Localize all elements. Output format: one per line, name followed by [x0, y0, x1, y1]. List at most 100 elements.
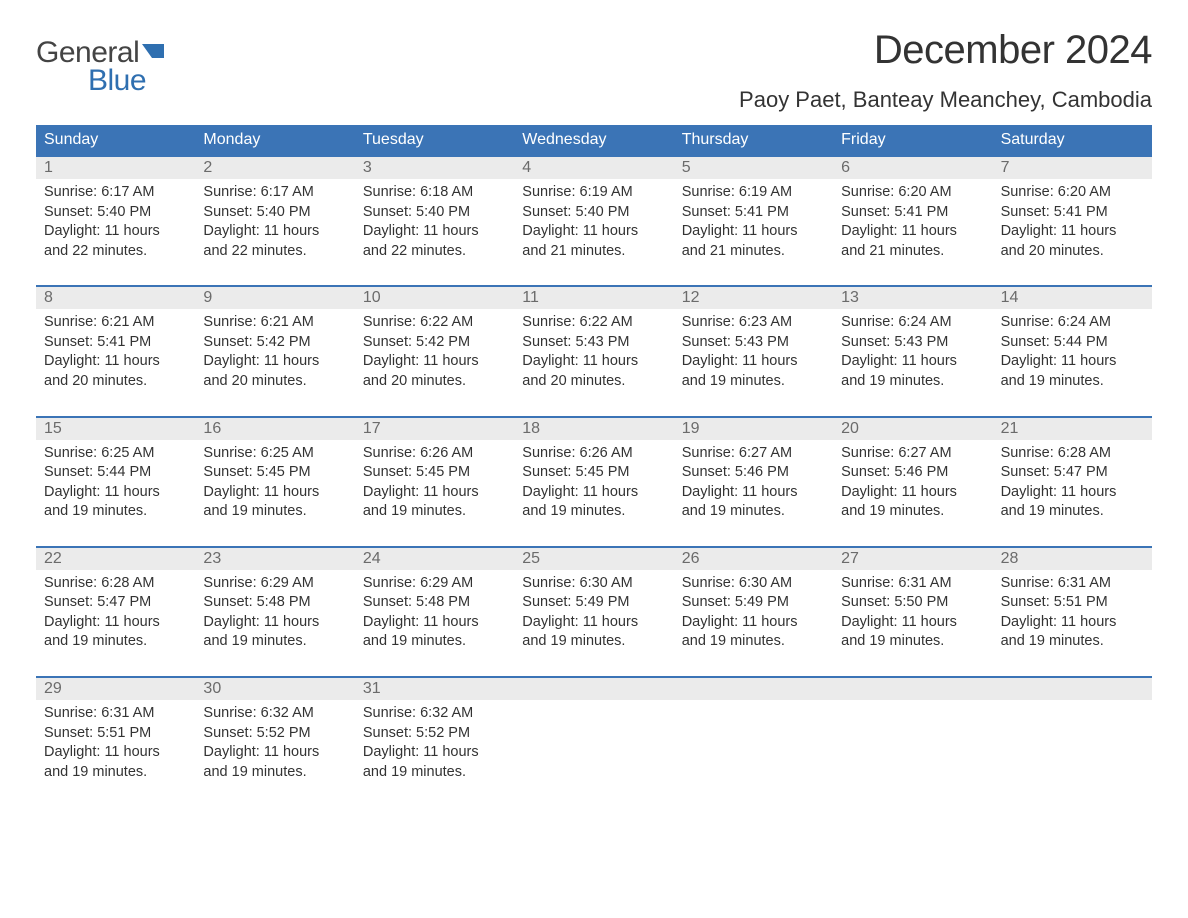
date-number: 15: [36, 418, 195, 440]
sunrise-line: Sunrise: 6:17 AM: [203, 183, 346, 203]
sunset-line: Sunset: 5:40 PM: [363, 203, 506, 223]
date-number: 31: [355, 678, 514, 700]
sunset-line: Sunset: 5:49 PM: [522, 593, 665, 613]
daylight-line-2: and 19 minutes.: [682, 372, 825, 392]
date-number: 18: [514, 418, 673, 440]
date-number: 1: [36, 157, 195, 179]
day-cell: Sunrise: 6:29 AMSunset: 5:48 PMDaylight:…: [195, 570, 354, 658]
sunset-line: Sunset: 5:42 PM: [363, 333, 506, 353]
day-cell: [674, 700, 833, 788]
daylight-line-1: Daylight: 11 hours: [841, 483, 984, 503]
header: General Blue December 2024 Paoy Paet, Ba…: [36, 28, 1152, 121]
sunset-line: Sunset: 5:47 PM: [44, 593, 187, 613]
month-title: December 2024: [739, 28, 1152, 73]
daylight-line-2: and 19 minutes.: [841, 632, 984, 652]
day-header-cell: Friday: [833, 125, 992, 155]
date-number: 14: [993, 287, 1152, 309]
sunset-line: Sunset: 5:52 PM: [363, 724, 506, 744]
date-number: 6: [833, 157, 992, 179]
content-row: Sunrise: 6:17 AMSunset: 5:40 PMDaylight:…: [36, 179, 1152, 267]
day-cell: Sunrise: 6:28 AMSunset: 5:47 PMDaylight:…: [36, 570, 195, 658]
daylight-line-1: Daylight: 11 hours: [203, 222, 346, 242]
date-number: 11: [514, 287, 673, 309]
sunrise-line: Sunrise: 6:32 AM: [203, 704, 346, 724]
sunrise-line: Sunrise: 6:26 AM: [522, 444, 665, 464]
daylight-line-2: and 19 minutes.: [1001, 372, 1144, 392]
date-number: 2: [195, 157, 354, 179]
sunset-line: Sunset: 5:40 PM: [522, 203, 665, 223]
daylight-line-2: and 19 minutes.: [841, 502, 984, 522]
daylight-line-2: and 22 minutes.: [203, 242, 346, 262]
daylight-line-2: and 19 minutes.: [363, 502, 506, 522]
day-cell: Sunrise: 6:32 AMSunset: 5:52 PMDaylight:…: [355, 700, 514, 788]
daylight-line-1: Daylight: 11 hours: [1001, 222, 1144, 242]
sunset-line: Sunset: 5:41 PM: [682, 203, 825, 223]
daylight-line-1: Daylight: 11 hours: [363, 352, 506, 372]
day-cell: Sunrise: 6:17 AMSunset: 5:40 PMDaylight:…: [36, 179, 195, 267]
day-cell: Sunrise: 6:22 AMSunset: 5:43 PMDaylight:…: [514, 309, 673, 397]
date-number: [833, 678, 992, 700]
day-cell: Sunrise: 6:19 AMSunset: 5:40 PMDaylight:…: [514, 179, 673, 267]
daylight-line-2: and 22 minutes.: [363, 242, 506, 262]
sunrise-line: Sunrise: 6:26 AM: [363, 444, 506, 464]
sunrise-line: Sunrise: 6:17 AM: [44, 183, 187, 203]
date-number: 9: [195, 287, 354, 309]
sunset-line: Sunset: 5:44 PM: [44, 463, 187, 483]
daylight-line-2: and 22 minutes.: [44, 242, 187, 262]
sunrise-line: Sunrise: 6:19 AM: [522, 183, 665, 203]
daylight-line-1: Daylight: 11 hours: [44, 222, 187, 242]
day-cell: Sunrise: 6:19 AMSunset: 5:41 PMDaylight:…: [674, 179, 833, 267]
day-cell: [993, 700, 1152, 788]
sunset-line: Sunset: 5:51 PM: [1001, 593, 1144, 613]
date-number: 16: [195, 418, 354, 440]
date-row: 891011121314: [36, 287, 1152, 309]
calendar: SundayMondayTuesdayWednesdayThursdayFrid…: [36, 125, 1152, 788]
day-cell: Sunrise: 6:25 AMSunset: 5:45 PMDaylight:…: [195, 440, 354, 528]
daylight-line-1: Daylight: 11 hours: [44, 613, 187, 633]
sunrise-line: Sunrise: 6:20 AM: [841, 183, 984, 203]
daylight-line-2: and 19 minutes.: [44, 632, 187, 652]
daylight-line-1: Daylight: 11 hours: [1001, 352, 1144, 372]
sunset-line: Sunset: 5:45 PM: [203, 463, 346, 483]
sunrise-line: Sunrise: 6:30 AM: [682, 574, 825, 594]
sunrise-line: Sunrise: 6:24 AM: [1001, 313, 1144, 333]
date-number: 21: [993, 418, 1152, 440]
sunset-line: Sunset: 5:43 PM: [841, 333, 984, 353]
title-block: December 2024 Paoy Paet, Banteay Meanche…: [739, 28, 1152, 121]
date-row: 22232425262728: [36, 548, 1152, 570]
daylight-line-2: and 19 minutes.: [203, 763, 346, 783]
date-number: [993, 678, 1152, 700]
day-cell: Sunrise: 6:29 AMSunset: 5:48 PMDaylight:…: [355, 570, 514, 658]
sunrise-line: Sunrise: 6:22 AM: [522, 313, 665, 333]
sunset-line: Sunset: 5:41 PM: [841, 203, 984, 223]
sunset-line: Sunset: 5:49 PM: [682, 593, 825, 613]
sunrise-line: Sunrise: 6:31 AM: [44, 704, 187, 724]
day-cell: Sunrise: 6:18 AMSunset: 5:40 PMDaylight:…: [355, 179, 514, 267]
day-header-cell: Tuesday: [355, 125, 514, 155]
sunset-line: Sunset: 5:45 PM: [363, 463, 506, 483]
day-cell: Sunrise: 6:28 AMSunset: 5:47 PMDaylight:…: [993, 440, 1152, 528]
daylight-line-1: Daylight: 11 hours: [522, 483, 665, 503]
daylight-line-1: Daylight: 11 hours: [682, 222, 825, 242]
sunrise-line: Sunrise: 6:29 AM: [363, 574, 506, 594]
daylight-line-1: Daylight: 11 hours: [44, 743, 187, 763]
day-cell: Sunrise: 6:21 AMSunset: 5:42 PMDaylight:…: [195, 309, 354, 397]
daylight-line-1: Daylight: 11 hours: [203, 483, 346, 503]
content-row: Sunrise: 6:25 AMSunset: 5:44 PMDaylight:…: [36, 440, 1152, 528]
sunset-line: Sunset: 5:40 PM: [203, 203, 346, 223]
sunrise-line: Sunrise: 6:31 AM: [841, 574, 984, 594]
date-number: 12: [674, 287, 833, 309]
day-cell: Sunrise: 6:20 AMSunset: 5:41 PMDaylight:…: [993, 179, 1152, 267]
logo-blue-text: Blue: [88, 64, 146, 98]
daylight-line-1: Daylight: 11 hours: [522, 613, 665, 633]
daylight-line-1: Daylight: 11 hours: [522, 352, 665, 372]
content-row: Sunrise: 6:31 AMSunset: 5:51 PMDaylight:…: [36, 700, 1152, 788]
date-number: 10: [355, 287, 514, 309]
sunset-line: Sunset: 5:41 PM: [1001, 203, 1144, 223]
day-cell: Sunrise: 6:26 AMSunset: 5:45 PMDaylight:…: [514, 440, 673, 528]
sunset-line: Sunset: 5:41 PM: [44, 333, 187, 353]
daylight-line-1: Daylight: 11 hours: [363, 222, 506, 242]
day-cell: Sunrise: 6:24 AMSunset: 5:43 PMDaylight:…: [833, 309, 992, 397]
sunset-line: Sunset: 5:51 PM: [44, 724, 187, 744]
sunset-line: Sunset: 5:43 PM: [682, 333, 825, 353]
